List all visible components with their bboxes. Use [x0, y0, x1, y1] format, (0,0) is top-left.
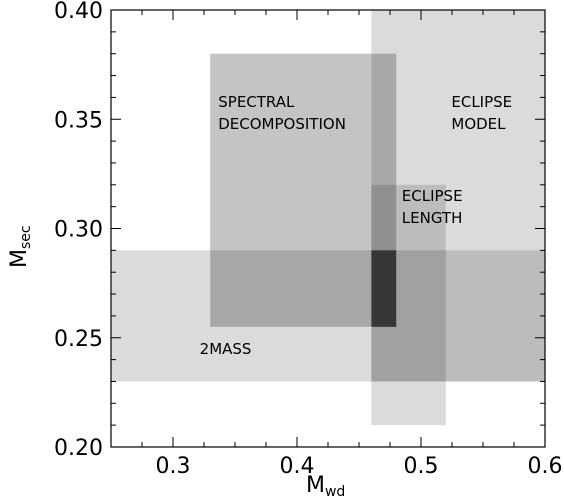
- y-tick-label: 0.20: [54, 436, 103, 461]
- x-tick-label: 0.4: [280, 454, 315, 479]
- region-spectral-decomposition: [210, 53, 397, 327]
- x-tick-label: 0.5: [404, 454, 439, 479]
- y-axis-label: Msec: [7, 225, 34, 268]
- regions-group: [111, 10, 545, 426]
- region-label-eclipse-length: ECLIPSE LENGTH: [402, 187, 463, 227]
- x-tick-label: 0.6: [528, 454, 563, 479]
- x-axis-label: Mwd: [306, 473, 345, 499]
- y-tick-label: 0.25: [54, 327, 103, 352]
- region-label-spectral-decomposition: SPECTRAL DECOMPOSITION: [218, 93, 346, 133]
- region-label-2mass: 2MASS: [200, 340, 252, 358]
- x-tick-label: 0.3: [156, 454, 191, 479]
- y-tick-label: 0.40: [54, 0, 103, 24]
- region-eclipse-model: [371, 10, 545, 382]
- tick-labels-group: 0.3 0.4 0.5 0.6 0.20 0.25 0.30 0.35 0.40: [54, 0, 562, 479]
- y-tick-label: 0.30: [54, 218, 103, 243]
- region-label-eclipse-model: ECLIPSE MODEL: [451, 93, 512, 133]
- plot-frame: [110, 9, 546, 448]
- y-tick-label: 0.35: [54, 108, 103, 133]
- region-overlap: [371, 250, 397, 327]
- region-labels-group: SPECTRAL DECOMPOSITION ECLIPSE MODEL ECLIPSE…: [200, 93, 513, 358]
- region-2mass: [111, 250, 545, 382]
